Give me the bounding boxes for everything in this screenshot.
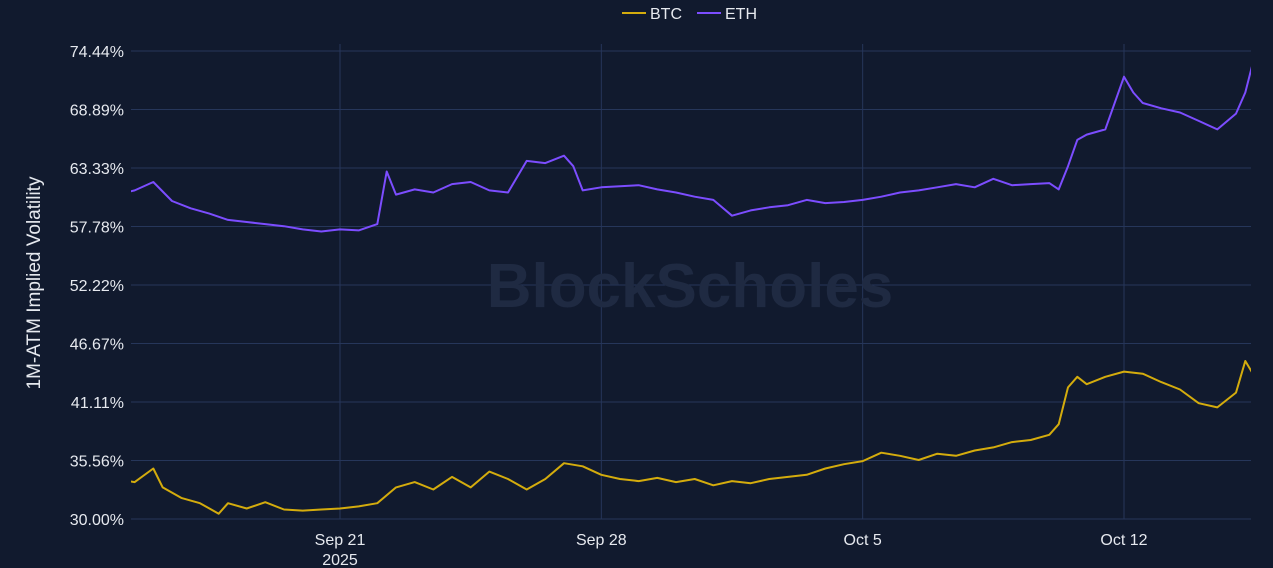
y-tick-label: 57.78% (70, 219, 124, 236)
watermark-text: BlockScholes (487, 252, 894, 321)
x-tick-label: Oct 5 (844, 532, 882, 549)
x-tick-sublabel: 2025 (322, 552, 358, 568)
y-tick-label: 30.00% (70, 512, 124, 529)
y-axis-title: 1M-ATM Implied Volatility (24, 176, 45, 389)
series-line-eth (131, 66, 1251, 233)
y-tick-label: 68.89% (70, 102, 124, 119)
y-tick-label: 52.22% (70, 278, 124, 295)
legend-label-btc[interactable]: BTC (650, 6, 682, 23)
y-tick-label: 46.67% (70, 336, 124, 353)
x-tick-label: Oct 12 (1100, 532, 1147, 549)
series-line-btc (131, 360, 1251, 515)
x-tick-label: Sep 21 (315, 532, 366, 549)
y-tick-label: 74.44% (70, 44, 124, 61)
y-tick-label: 41.11% (71, 395, 124, 412)
y-tick-label: 35.56% (70, 453, 124, 470)
y-tick-label: 63.33% (70, 161, 124, 178)
legend-label-eth[interactable]: ETH (725, 6, 757, 23)
x-tick-label: Sep 28 (576, 532, 627, 549)
